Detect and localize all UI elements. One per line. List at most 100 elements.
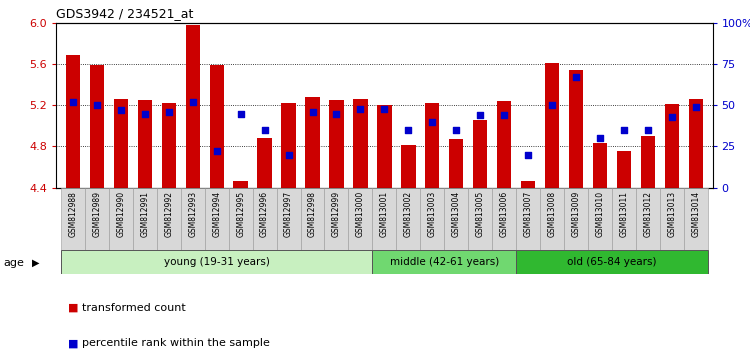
Text: middle (42-61 years): middle (42-61 years) xyxy=(390,257,499,267)
Point xyxy=(666,114,678,120)
Bar xyxy=(396,188,420,250)
Bar xyxy=(544,63,560,188)
Bar xyxy=(181,188,205,250)
Point xyxy=(187,99,199,105)
Text: GSM813012: GSM813012 xyxy=(644,191,652,237)
Text: young (19-31 years): young (19-31 years) xyxy=(164,257,270,267)
Point xyxy=(378,106,390,112)
Bar xyxy=(353,99,368,188)
Bar xyxy=(233,182,248,188)
Point xyxy=(235,111,247,116)
Text: GSM813002: GSM813002 xyxy=(404,191,412,237)
Bar xyxy=(281,103,296,188)
Bar xyxy=(516,188,540,250)
Bar xyxy=(373,250,516,274)
Point xyxy=(570,74,582,80)
Point xyxy=(690,104,702,110)
Bar xyxy=(209,65,224,188)
Bar xyxy=(444,188,468,250)
Point xyxy=(402,127,414,133)
Bar xyxy=(66,55,80,188)
Bar xyxy=(377,105,392,188)
Text: GSM813014: GSM813014 xyxy=(692,191,700,237)
Point xyxy=(618,127,630,133)
Point xyxy=(211,149,223,154)
Bar xyxy=(305,97,320,188)
Text: GSM813007: GSM813007 xyxy=(524,191,532,237)
Bar xyxy=(329,100,344,188)
Bar xyxy=(253,188,277,250)
Bar xyxy=(516,250,708,274)
Bar xyxy=(185,25,200,188)
Bar xyxy=(85,188,109,250)
Text: GSM813003: GSM813003 xyxy=(427,191,436,237)
Point xyxy=(546,103,558,108)
Text: GSM813008: GSM813008 xyxy=(548,191,556,237)
Point xyxy=(139,111,151,116)
Point xyxy=(522,152,534,158)
Bar xyxy=(497,101,512,188)
Text: GSM812992: GSM812992 xyxy=(164,191,173,237)
Text: GSM812993: GSM812993 xyxy=(188,191,197,237)
Bar xyxy=(373,188,396,250)
Text: old (65-84 years): old (65-84 years) xyxy=(567,257,657,267)
Text: GSM813010: GSM813010 xyxy=(596,191,604,237)
Bar xyxy=(90,65,104,188)
Bar xyxy=(61,188,85,250)
Text: GSM812996: GSM812996 xyxy=(260,191,269,237)
Point xyxy=(283,152,295,158)
Point xyxy=(163,109,175,115)
Text: GSM813011: GSM813011 xyxy=(620,191,628,237)
Bar xyxy=(277,188,301,250)
Bar xyxy=(61,250,373,274)
Text: ▶: ▶ xyxy=(32,258,39,268)
Bar xyxy=(592,143,607,188)
Text: GSM813006: GSM813006 xyxy=(500,191,508,237)
Bar xyxy=(636,188,660,250)
Text: ■: ■ xyxy=(68,303,78,313)
Text: age: age xyxy=(4,258,25,268)
Point xyxy=(426,119,438,125)
Bar xyxy=(205,188,229,250)
Bar xyxy=(688,99,703,188)
Bar xyxy=(114,99,128,188)
Bar xyxy=(138,100,152,188)
Text: ■: ■ xyxy=(68,338,78,348)
Bar xyxy=(257,138,272,188)
Bar xyxy=(588,188,612,250)
Point xyxy=(450,127,462,133)
Bar xyxy=(521,182,536,188)
Text: GSM813009: GSM813009 xyxy=(572,191,580,237)
Text: GSM812991: GSM812991 xyxy=(140,191,149,237)
Bar xyxy=(468,188,492,250)
Text: GSM812988: GSM812988 xyxy=(68,191,77,236)
Point xyxy=(498,112,510,118)
Text: percentile rank within the sample: percentile rank within the sample xyxy=(82,338,270,348)
Text: GSM813001: GSM813001 xyxy=(380,191,388,237)
Bar xyxy=(473,120,488,188)
Bar xyxy=(325,188,349,250)
Bar xyxy=(540,188,564,250)
Bar xyxy=(420,188,444,250)
Bar xyxy=(109,188,133,250)
Point xyxy=(91,103,103,108)
Bar xyxy=(301,188,325,250)
Bar xyxy=(449,139,464,188)
Point xyxy=(642,127,654,133)
Point xyxy=(259,127,271,133)
Text: GSM812998: GSM812998 xyxy=(308,191,317,237)
Bar xyxy=(133,188,157,250)
Bar xyxy=(349,188,373,250)
Point xyxy=(355,106,367,112)
Text: GSM812989: GSM812989 xyxy=(92,191,101,237)
Text: transformed count: transformed count xyxy=(82,303,186,313)
Point xyxy=(474,112,486,118)
Bar xyxy=(425,103,439,188)
Text: GSM812990: GSM812990 xyxy=(116,191,125,237)
Bar xyxy=(684,188,708,250)
Bar xyxy=(157,188,181,250)
Text: GSM812999: GSM812999 xyxy=(332,191,341,237)
Point xyxy=(307,109,319,115)
Bar xyxy=(162,103,176,188)
Point xyxy=(67,99,79,105)
